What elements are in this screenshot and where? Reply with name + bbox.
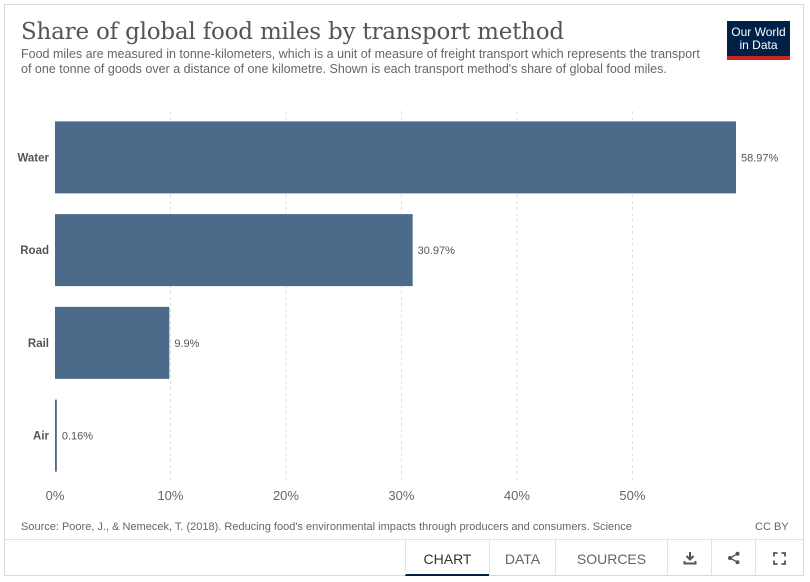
bar <box>55 214 413 287</box>
value-label: 30.97% <box>418 245 456 257</box>
value-label: 9.9% <box>174 338 199 350</box>
fullscreen-button[interactable] <box>755 540 803 576</box>
bar <box>55 121 736 194</box>
category-label: Rail <box>28 338 49 350</box>
license-label[interactable]: CC BY <box>755 521 789 533</box>
bar <box>55 399 57 472</box>
download-button[interactable] <box>667 540 711 576</box>
x-tick-label: 40% <box>504 488 530 503</box>
owid-logo[interactable]: Our World in Data <box>727 21 790 59</box>
logo-line-2: in Data <box>739 38 778 52</box>
bar-chart: 0% 10% 20% 30% 40% 50% Water 58.97% Road 30.97% Ra… <box>17 111 779 503</box>
chart-title: Share of global food miles by transport … <box>21 19 564 45</box>
category-label: Air <box>33 431 50 443</box>
chart-card: Share of global food miles by transport … <box>4 4 804 576</box>
x-tick-label: 20% <box>273 488 299 503</box>
x-tick-label: 0% <box>46 488 65 503</box>
download-icon <box>683 552 696 565</box>
chart-toolbar: Chart Data Sources <box>5 539 803 576</box>
x-tick-label: 50% <box>619 488 645 503</box>
fullscreen-icon <box>773 551 786 565</box>
x-tick-label: 30% <box>388 488 414 503</box>
share-icon <box>727 551 739 565</box>
value-label: 0.16% <box>62 431 93 443</box>
value-label: 58.97% <box>741 152 779 164</box>
tab-chart[interactable]: Chart <box>405 540 489 576</box>
x-tick-label: 10% <box>157 488 183 503</box>
tab-sources[interactable]: Sources <box>555 540 667 576</box>
category-label: Water <box>17 152 49 164</box>
category-label: Road <box>20 245 49 257</box>
chart-subtitle: Food miles are measured in tonne-kilomet… <box>21 47 700 76</box>
share-button[interactable] <box>711 540 755 576</box>
logo-accent-bar <box>727 56 790 60</box>
source-note: Source: Poore, J., & Nemecek, T. (2018).… <box>21 521 632 533</box>
tab-data[interactable]: Data <box>489 540 555 576</box>
logo-line-1: Our World <box>731 25 786 39</box>
bar <box>55 306 170 379</box>
